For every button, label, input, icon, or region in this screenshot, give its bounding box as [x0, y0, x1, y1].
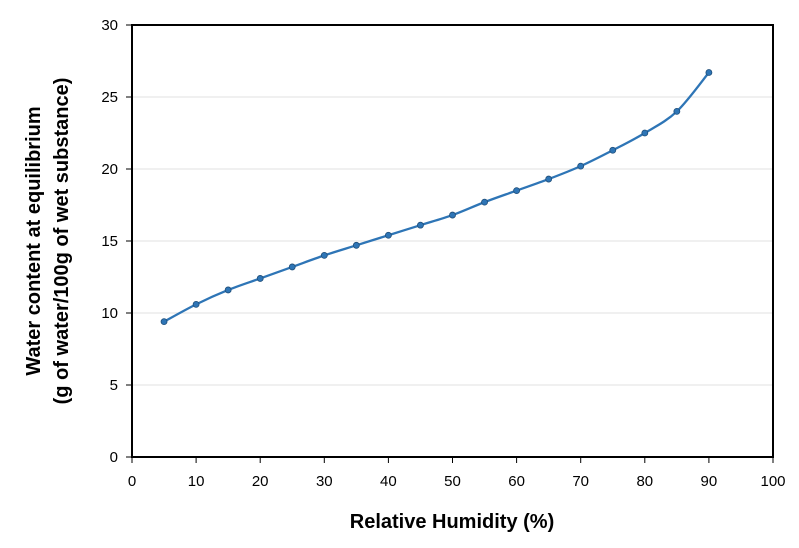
data-point-marker: [513, 187, 520, 195]
data-point-marker: [641, 129, 649, 137]
y-tick-label: 15: [101, 233, 118, 250]
series-line: [163, 71, 710, 323]
x-tick-label: 80: [636, 473, 653, 490]
data-point-marker: [256, 275, 264, 282]
data-point-marker: [192, 300, 200, 308]
y-axis-ticks: 0 5 10 15 20 25 30: [101, 17, 132, 466]
x-tick-label: 0: [128, 473, 136, 490]
data-series: [160, 69, 713, 326]
y-tick-label: 0: [110, 449, 118, 466]
x-tick-label: 20: [252, 473, 269, 490]
y-tick-label: 30: [101, 17, 118, 34]
x-tick-label: 30: [316, 473, 333, 490]
data-point-marker: [577, 162, 585, 170]
x-axis-title: Relative Humidity (%): [350, 511, 554, 533]
data-point-marker: [673, 108, 681, 115]
data-point-marker: [417, 221, 424, 229]
data-point-marker: [449, 211, 456, 219]
data-point-marker: [609, 146, 617, 154]
data-point-marker: [705, 69, 713, 76]
data-point-marker: [481, 198, 488, 206]
x-tick-label: 70: [572, 473, 589, 490]
data-point-marker: [288, 263, 296, 271]
x-axis-ticks: 0 10 20 30 40 50 60 70 80 90 100: [128, 457, 786, 490]
y-tick-label: 10: [101, 305, 118, 322]
x-tick-label: 90: [701, 473, 718, 490]
x-tick-label: 100: [760, 473, 785, 490]
data-point-marker: [352, 241, 360, 249]
data-point-marker: [224, 286, 232, 294]
y-tick-label: 20: [101, 161, 118, 178]
data-point-marker: [320, 251, 328, 259]
x-tick-label: 50: [444, 473, 461, 490]
x-tick-label: 60: [508, 473, 525, 490]
data-point-marker: [545, 175, 553, 183]
y-axis-title-line1: Water content at equilibrium: [23, 106, 45, 375]
y-tick-label: 25: [101, 89, 118, 106]
data-point-marker: [384, 231, 392, 239]
gridlines: [132, 96, 773, 386]
y-tick-label: 5: [110, 377, 118, 394]
x-tick-label: 10: [188, 473, 205, 490]
data-point-marker: [160, 318, 168, 326]
x-tick-label: 40: [380, 473, 397, 490]
y-axis-title-line2: (g of water/100g of wet substance): [51, 78, 73, 405]
